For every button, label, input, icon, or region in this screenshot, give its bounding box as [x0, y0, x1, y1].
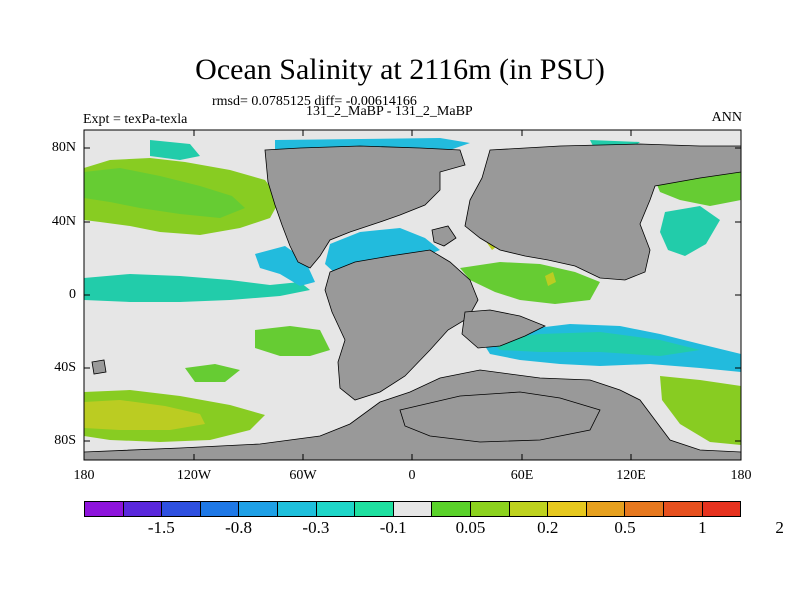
land-masses — [84, 143, 741, 460]
land-north-america — [264, 145, 466, 269]
lon-label-120e: 120E — [616, 468, 646, 483]
anomaly-south-pacific-small — [185, 364, 240, 382]
land-south-america — [324, 249, 479, 401]
colorbar-swatch — [123, 502, 163, 516]
anomaly-arctic-teal — [150, 140, 200, 160]
colorbar-swatch — [277, 502, 317, 516]
land-antarctic-ridge — [399, 391, 601, 443]
stats-text: rmsd= 0.0785125 diff= -0.00614166 — [212, 94, 417, 109]
lon-label-180-east: 180 — [730, 468, 752, 483]
colorbar-swatch — [316, 502, 356, 516]
map-field — [84, 130, 741, 460]
anomaly-south-pacific — [255, 326, 330, 356]
anomaly-indian-ocean — [460, 262, 600, 304]
colorbar-label: -0.1 — [379, 518, 407, 537]
colorbar-swatch — [355, 502, 394, 516]
plot-title: Ocean Salinity at 2116m (in PSU) — [195, 53, 605, 86]
colorbar-swatch — [702, 502, 741, 516]
colorbar-swatch — [509, 502, 549, 516]
lat-label-80n: 80N — [51, 140, 76, 155]
colorbar-swatch — [393, 502, 433, 516]
colorbar-label: -0.3 — [302, 518, 330, 537]
land-australia-africa — [461, 309, 546, 349]
colorbar-swatch — [239, 502, 278, 516]
colorbar-swatch — [663, 502, 703, 516]
colorbar — [84, 501, 741, 517]
lat-label-40s: 40S — [54, 360, 76, 375]
land-island-south-pacific — [91, 359, 107, 375]
lon-ticks — [193, 130, 632, 460]
anomaly-pacific-cyan — [255, 246, 315, 286]
anomaly-south-pacific-core — [84, 400, 205, 430]
lat-label-0: 0 — [69, 287, 76, 302]
anomaly-southern-teal — [490, 332, 700, 356]
lon-label-60e: 60E — [510, 468, 534, 483]
anomaly-west-pacific-teal — [660, 206, 720, 256]
colorbar-label: -1.5 — [147, 518, 175, 537]
lon-label-120w: 120W — [176, 468, 212, 483]
colorbar-swatch — [162, 502, 201, 516]
colorbar-label: 2 — [775, 518, 784, 537]
lat-label-40n: 40N — [51, 214, 76, 229]
expt-label: Expt = texPa-texla — [83, 112, 188, 127]
anomaly-equatorial-pacific — [84, 274, 310, 302]
colorbar-label: 0.05 — [455, 518, 486, 537]
season-label: ANN — [711, 110, 742, 125]
lon-label-180-west: 180 — [73, 468, 95, 483]
anomaly-southwest-pacific — [660, 376, 741, 445]
colorbar-swatch — [200, 502, 240, 516]
land-eurasia — [464, 143, 741, 281]
colorbar-label: 1 — [698, 518, 707, 537]
colorbar-swatch — [85, 502, 124, 516]
lat-ticks — [84, 147, 741, 442]
lon-label-0: 0 — [408, 468, 416, 483]
colorbar-label: 0.5 — [614, 518, 636, 537]
anomaly-north-pacific-core — [84, 168, 245, 218]
colorbar-swatch — [586, 502, 626, 516]
lat-label-80s: 80S — [54, 433, 76, 448]
colorbar-swatch — [432, 502, 471, 516]
land-island-north — [431, 225, 457, 247]
colorbar-swatch — [470, 502, 510, 516]
lon-label-60w: 60W — [289, 468, 317, 483]
experiment-ids: 131_2_MaBP - 131_2_MaBP — [306, 104, 473, 119]
colorbar-swatch — [625, 502, 664, 516]
colorbar-label: -0.8 — [225, 518, 253, 537]
colorbar-label: 0.2 — [537, 518, 559, 537]
colorbar-swatch — [548, 502, 587, 516]
